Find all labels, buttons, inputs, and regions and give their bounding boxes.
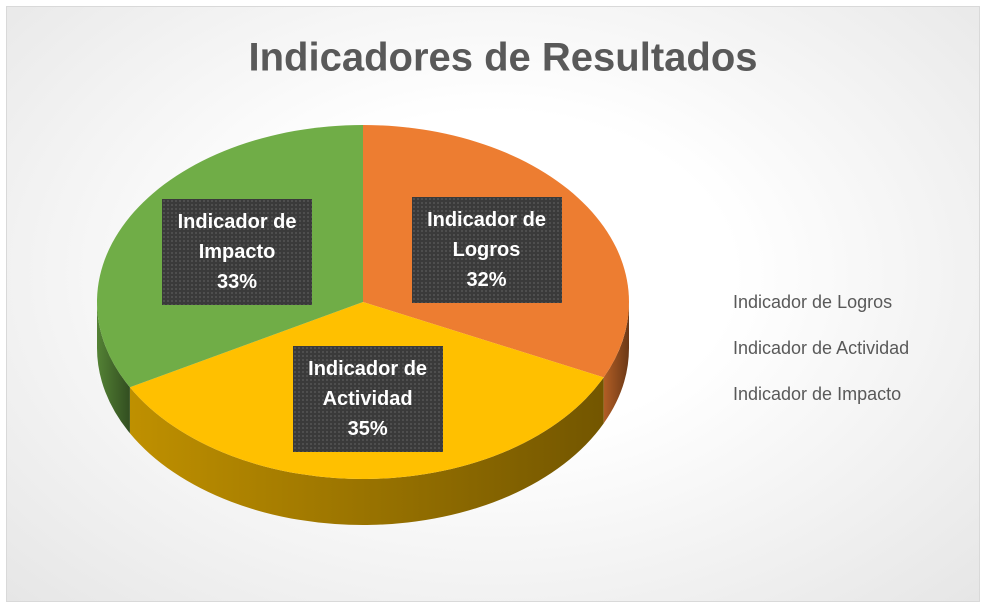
data-label: Indicador de Impacto 33% (162, 199, 313, 306)
data-label: Indicador de Logros 32% (411, 196, 562, 303)
legend-label: Indicador de Actividad (733, 338, 910, 358)
legend-label: Indicador de Impacto (733, 384, 902, 404)
slice-side (97, 302, 130, 434)
data-label-name: Indicador de Impacto (177, 211, 297, 264)
legend-item: Indicador de Logros (733, 292, 892, 313)
data-label-value: 33% (217, 271, 258, 294)
data-label-value: 32% (466, 268, 507, 291)
legend-label: Indicador de Logros (733, 292, 893, 312)
data-label-name: Indicador de Actividad (308, 358, 428, 411)
slice-side (129, 377, 604, 525)
legend-item: Indicador de Actividad (733, 338, 909, 359)
data-label-name: Indicador de Logros (427, 208, 546, 261)
data-label: Indicador de Actividad 35% (292, 346, 443, 453)
chart-title: Indicadores de Resultados (248, 36, 757, 80)
legend-item: Indicador de Impacto (733, 384, 901, 405)
slice-side (603, 302, 629, 424)
data-label-value: 35% (347, 418, 388, 441)
